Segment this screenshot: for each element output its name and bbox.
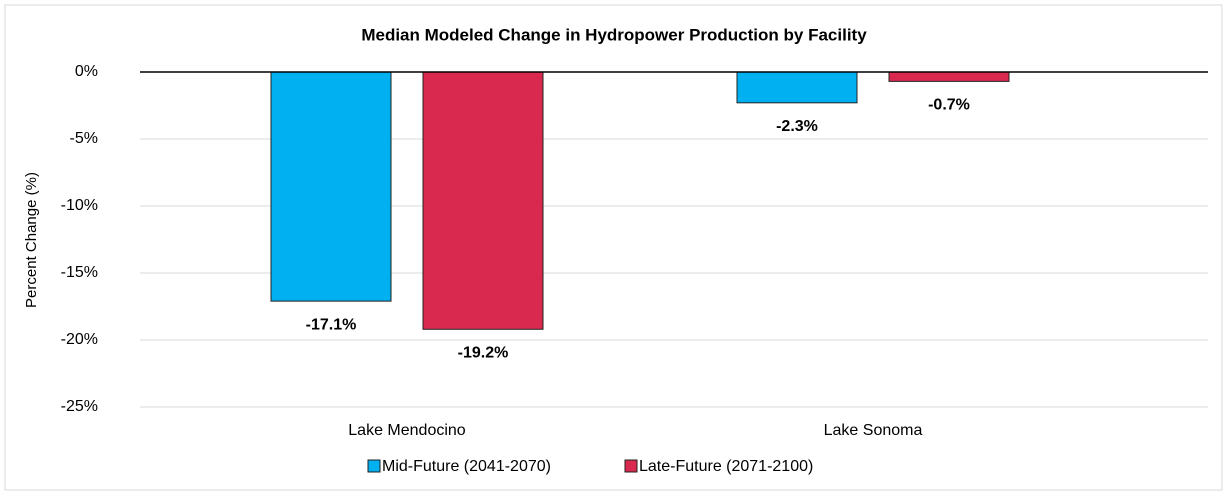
bar bbox=[736, 71, 858, 104]
legend-swatch bbox=[624, 459, 638, 473]
x-tick-label: Lake Sonoma bbox=[824, 422, 923, 439]
data-label: -19.2% bbox=[458, 344, 509, 361]
bar bbox=[270, 71, 392, 302]
bar bbox=[422, 71, 544, 330]
legend-label: Late-Future (2071-2100) bbox=[639, 458, 813, 475]
y-tick-label: -10% bbox=[61, 197, 98, 214]
data-label: -0.7% bbox=[928, 97, 970, 114]
bar bbox=[888, 71, 1010, 82]
chart-border bbox=[4, 4, 1223, 491]
data-label: -2.3% bbox=[776, 118, 818, 135]
y-axis-label: Percent Change (%) bbox=[23, 172, 40, 308]
legend-swatch bbox=[367, 459, 381, 473]
chart-title: Median Modeled Change in Hydropower Prod… bbox=[361, 25, 867, 44]
data-label: -17.1% bbox=[306, 316, 357, 333]
y-tick-label: -20% bbox=[61, 331, 98, 348]
y-tick-label: 0% bbox=[75, 63, 98, 80]
y-tick-label: -25% bbox=[61, 398, 98, 415]
x-tick-label: Lake Mendocino bbox=[348, 422, 466, 439]
y-tick-label: -5% bbox=[70, 130, 98, 147]
legend-label: Mid-Future (2041-2070) bbox=[382, 458, 551, 475]
y-tick-label: -15% bbox=[61, 264, 98, 281]
